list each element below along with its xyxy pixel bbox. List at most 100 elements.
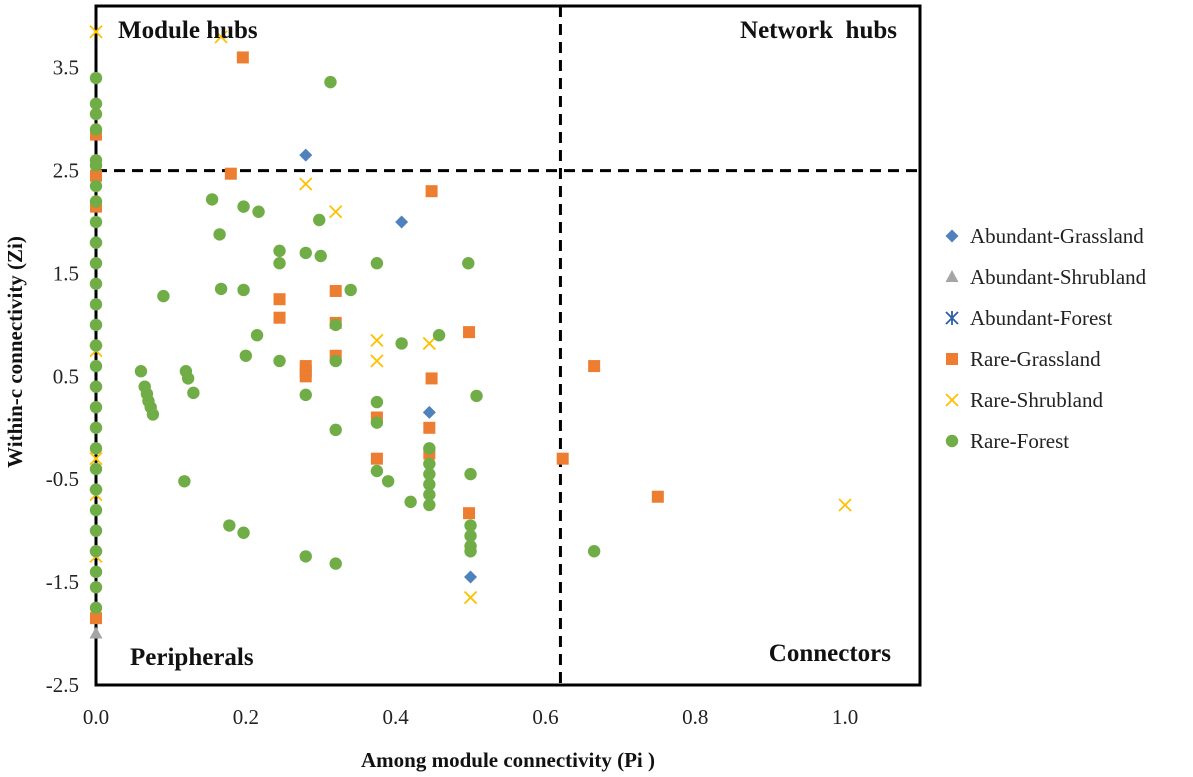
point-rare-forest: [329, 354, 342, 368]
point-rare-forest: [250, 329, 264, 342]
legend-label-rare-shrubland: Rare-Shrubland: [970, 388, 1103, 412]
point-rare-forest: [404, 495, 417, 509]
point-rare-forest: [89, 442, 103, 455]
legend-marker-abundant-shrubland: [945, 270, 959, 282]
point-rare-forest: [89, 601, 103, 615]
quadrant-label-connectors: Connectors: [769, 640, 891, 667]
point-rare-forest: [214, 282, 228, 296]
legend-marker-abundant-grassland: [945, 229, 959, 243]
point-rare-grassland: [273, 293, 286, 306]
point-rare-forest: [89, 159, 103, 172]
legend-marker-rare-forest: [945, 434, 959, 448]
point-rare-forest: [423, 457, 436, 471]
point-rare-forest: [89, 483, 103, 496]
point-rare-forest: [89, 545, 103, 558]
point-rare-forest: [299, 550, 312, 563]
point-rare-shrubland: [299, 177, 313, 191]
point-rare-forest: [299, 388, 312, 402]
point-rare-forest: [423, 442, 436, 455]
point-rare-forest: [89, 318, 103, 332]
point-rare-forest: [205, 193, 219, 206]
point-rare-forest: [181, 372, 195, 385]
point-rare-forest: [252, 205, 265, 218]
point-rare-grassland: [299, 370, 312, 383]
plot-frame: [94, 4, 922, 687]
point-rare-shrubland: [422, 336, 436, 351]
point-rare-forest: [470, 389, 483, 403]
legend-label-abundant-grassland: Abundant-Grassland: [970, 224, 1144, 248]
legend-label-abundant-shrubland: Abundant-Shrubland: [970, 265, 1147, 289]
point-rare-forest: [89, 581, 103, 594]
point-rare-forest: [464, 545, 477, 558]
y-tick-label: -0.5: [46, 467, 79, 491]
point-rare-grassland: [425, 372, 438, 385]
y-tick-label: -1.5: [46, 570, 79, 594]
point-rare-forest: [370, 395, 384, 409]
point-rare-forest: [329, 318, 342, 332]
x-tick-label: 0.6: [532, 705, 558, 729]
point-rare-grassland: [463, 326, 476, 339]
point-rare-grassland: [90, 169, 102, 182]
point-rare-forest: [395, 337, 408, 350]
x-tick-label: 0.2: [233, 705, 259, 729]
point-rare-forest: [89, 195, 103, 208]
x-axis-ticks: 0.0 0.2 0.4 0.6 0.8 1.0: [83, 705, 858, 729]
point-rare-shrubland: [329, 205, 343, 219]
threshold-lines: [96, 6, 920, 685]
legend: Abundant-Grassland Abundant-Shrubland Abun…: [945, 224, 1147, 453]
point-rare-forest: [464, 529, 477, 543]
point-rare-forest: [344, 283, 357, 297]
legend-marker-rare-shrubland: [945, 393, 959, 407]
point-rare-forest: [299, 246, 312, 260]
point-rare-grassland: [370, 452, 383, 465]
point-rare-forest: [370, 416, 384, 429]
data-points: [89, 25, 852, 639]
point-rare-forest: [329, 557, 342, 570]
legend-label-rare-forest: Rare-Forest: [970, 429, 1069, 453]
point-rare-forest: [329, 423, 342, 437]
point-rare-forest: [89, 565, 103, 579]
point-rare-shrubland: [89, 25, 103, 39]
point-abundant-grassland: [299, 148, 313, 162]
point-rare-forest: [89, 97, 103, 110]
point-rare-forest: [273, 256, 286, 270]
point-rare-forest: [187, 386, 200, 400]
point-rare-forest: [213, 228, 226, 241]
legend-marker-rare-grassland: [946, 353, 958, 365]
legend-marker-abundant-forest: [945, 311, 959, 325]
point-rare-forest: [89, 179, 103, 193]
point-rare-grassland: [423, 421, 436, 434]
point-rare-grassland: [273, 311, 286, 324]
x-axis-title: Among module connectivity (Pi ): [361, 748, 655, 772]
point-rare-shrubland: [463, 590, 478, 605]
point-rare-grassland: [463, 507, 476, 520]
point-rare-forest: [370, 256, 384, 270]
point-rare-forest: [381, 475, 395, 488]
point-rare-forest: [89, 107, 103, 121]
point-abundant-grassland: [422, 405, 436, 419]
legend-label-abundant-forest: Abundant-Forest: [970, 306, 1112, 330]
point-rare-grassland: [329, 284, 342, 297]
point-rare-grassland: [651, 490, 664, 503]
legend-label-rare-grassland: Rare-Grassland: [970, 347, 1101, 371]
x-tick-label: 0.8: [682, 705, 708, 729]
point-rare-forest: [462, 256, 475, 270]
point-rare-forest: [313, 213, 326, 227]
quadrant-label-module-hubs: Module hubs: [118, 17, 258, 44]
point-rare-forest: [89, 215, 103, 229]
point-rare-forest: [423, 467, 436, 481]
point-rare-forest: [237, 200, 250, 213]
point-abundant-grassland: [464, 570, 478, 584]
point-rare-grassland: [588, 360, 601, 373]
point-rare-forest: [89, 462, 103, 476]
point-rare-shrubland: [89, 452, 103, 466]
point-rare-shrubland: [838, 498, 852, 512]
point-rare-forest: [89, 123, 103, 136]
point-rare-forest: [237, 283, 250, 297]
point-rare-forest: [89, 71, 103, 85]
point-rare-forest: [464, 519, 477, 532]
y-tick-label: 2.5: [53, 159, 79, 183]
point-rare-grassland: [556, 452, 569, 465]
point-rare-forest: [89, 298, 103, 311]
point-rare-grassland: [224, 167, 237, 180]
